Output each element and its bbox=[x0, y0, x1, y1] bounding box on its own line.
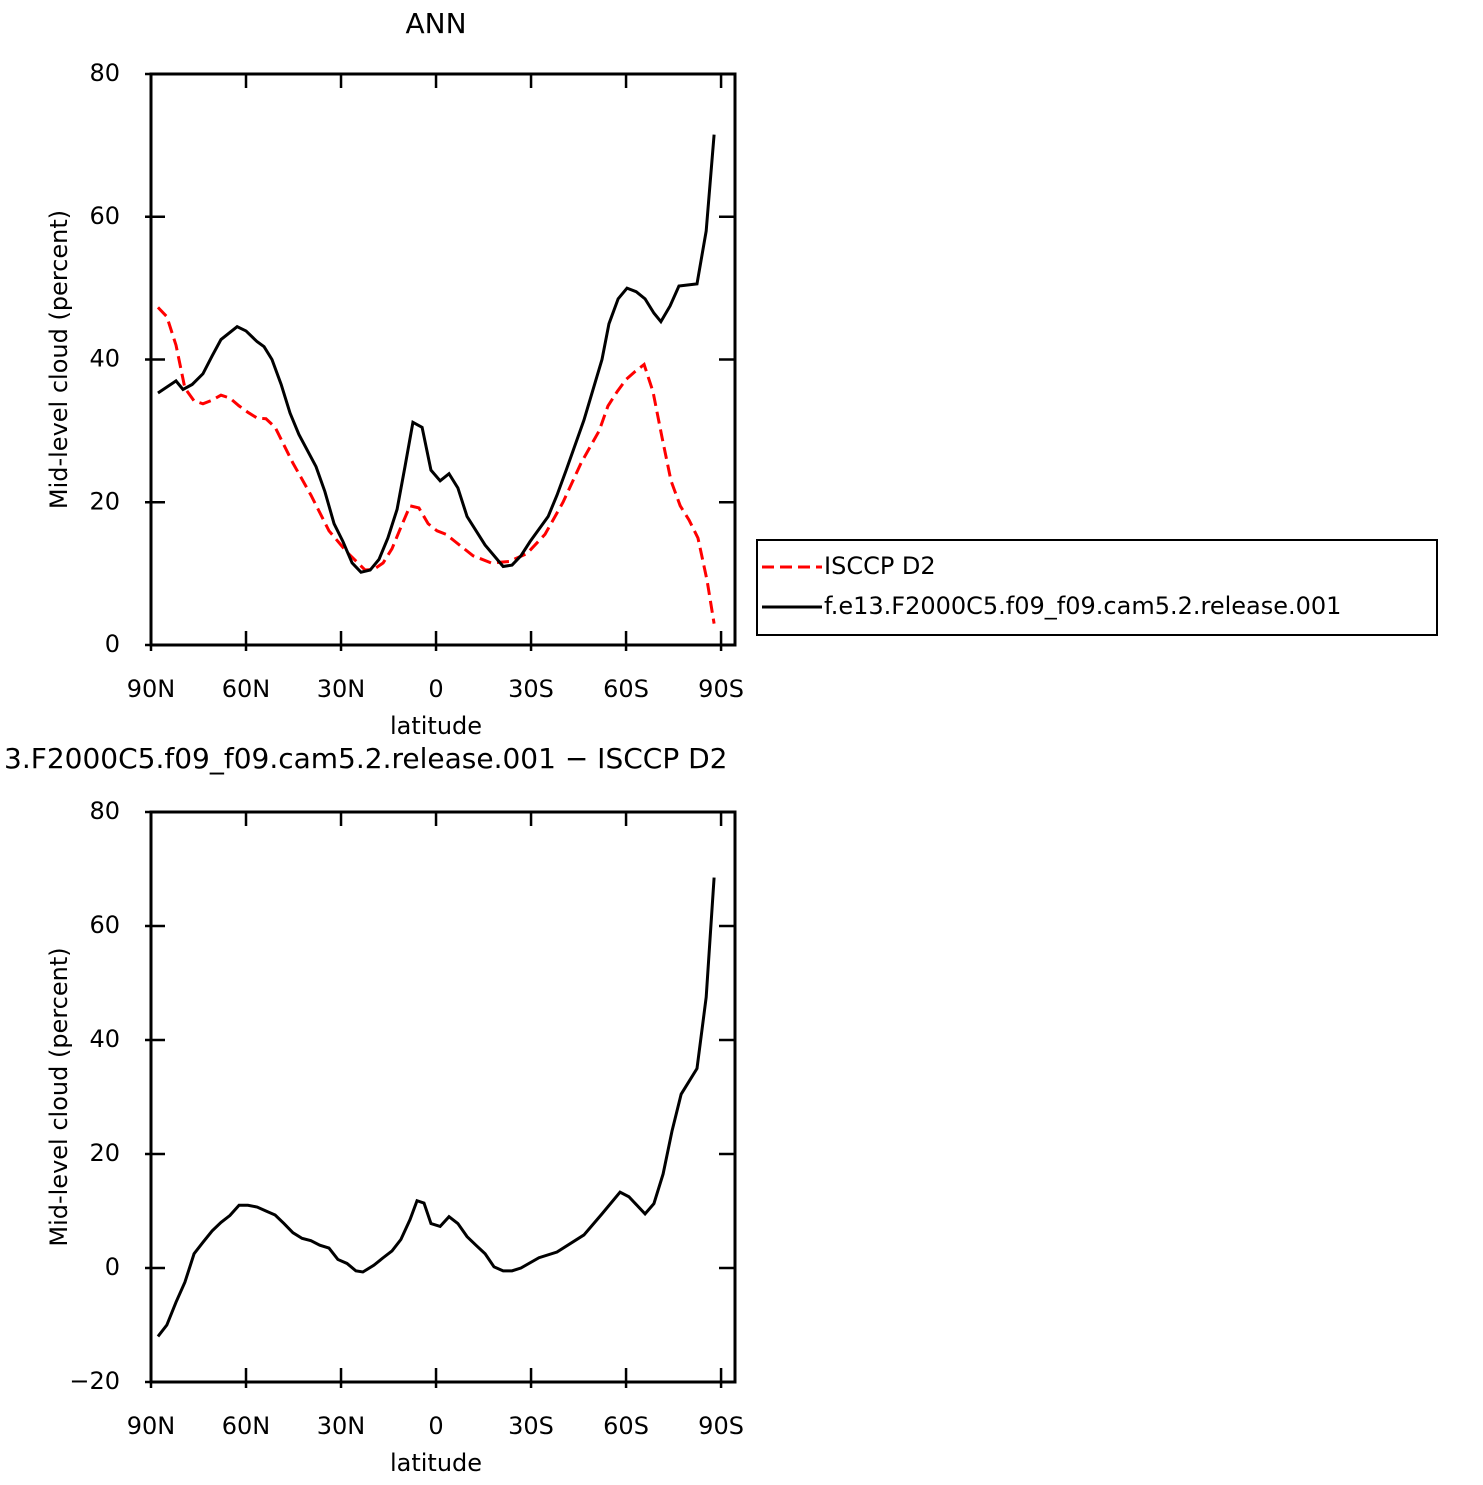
x-tick-label: 60N bbox=[222, 675, 271, 703]
data-line bbox=[156, 306, 716, 624]
y-tick-label: 40 bbox=[89, 345, 120, 373]
x-tick-label: 30S bbox=[508, 675, 554, 703]
x-tick-label: 0 bbox=[428, 675, 443, 703]
y-tick-label: 60 bbox=[89, 202, 120, 230]
plot-frame bbox=[149, 810, 737, 1384]
y-tick-label: 20 bbox=[89, 487, 120, 515]
y-tick-label: 40 bbox=[89, 1025, 120, 1053]
x-tick-label: 30N bbox=[317, 1412, 366, 1440]
x-tick-label: 60S bbox=[603, 1412, 649, 1440]
x-axis-label: latitude bbox=[390, 1449, 482, 1477]
y-tick-label: 0 bbox=[105, 630, 120, 658]
plot-frame bbox=[149, 72, 737, 647]
legend-label: ISCCP D2 bbox=[824, 552, 936, 580]
y-tick-label: 0 bbox=[105, 1253, 120, 1281]
data-line bbox=[157, 134, 716, 574]
y-axis-label: Mid-level cloud (percent) bbox=[45, 210, 73, 509]
legend-box bbox=[756, 539, 1438, 636]
x-tick-label: 90S bbox=[698, 1412, 744, 1440]
y-tick-label: 80 bbox=[89, 59, 120, 87]
x-tick-label: 90N bbox=[127, 1412, 176, 1440]
x-axis-label: latitude bbox=[390, 712, 482, 740]
x-tick-label: 90N bbox=[127, 675, 176, 703]
x-tick-label: 60S bbox=[603, 675, 649, 703]
y-tick-label: 80 bbox=[89, 797, 120, 825]
y-axis-label: Mid-level cloud (percent) bbox=[45, 947, 73, 1246]
x-tick-label: 90S bbox=[698, 675, 744, 703]
chart-title: ANN bbox=[405, 7, 466, 40]
y-tick-label: 20 bbox=[89, 1139, 120, 1167]
x-tick-label: 30S bbox=[508, 1412, 554, 1440]
legend-label: f.e13.F2000C5.f09_f09.cam5.2.release.001 bbox=[824, 592, 1341, 620]
y-tick-label: 60 bbox=[89, 911, 120, 939]
x-tick-label: 0 bbox=[428, 1412, 443, 1440]
y-tick-label: −20 bbox=[69, 1367, 120, 1395]
x-tick-label: 60N bbox=[222, 1412, 271, 1440]
data-line bbox=[156, 877, 716, 1338]
chart-title: 3.F2000C5.f09_f09.cam5.2.release.001 − I… bbox=[4, 742, 727, 775]
x-tick-label: 30N bbox=[317, 675, 366, 703]
